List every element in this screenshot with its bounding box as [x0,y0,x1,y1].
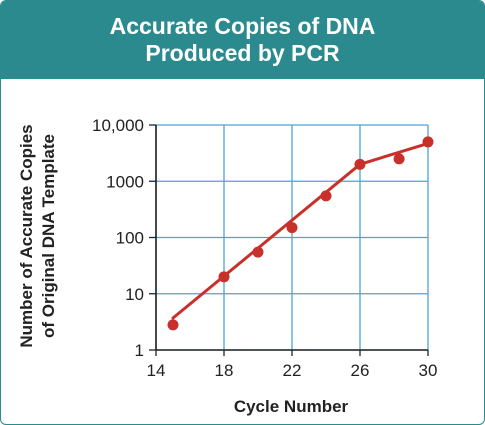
y-tick-label-1: 1 [135,341,144,360]
x-tick-label-22: 22 [283,361,302,380]
series-line-layer [171,141,430,320]
tick-labels-layer: 14 18 22 26 30 1 10 100 1000 10,000 [92,116,437,380]
grid-layer [155,124,429,351]
y-tick-label-10000: 10,000 [92,116,144,135]
series-points-layer [167,136,434,331]
x-tick-label-30: 30 [419,361,438,380]
x-axis-title: Cycle Number [234,397,349,416]
data-point-1 [218,271,230,283]
data-point-0 [167,319,179,331]
axes-layer [149,124,429,356]
chart-title-line-1: Accurate Copies of DNA [109,13,376,39]
x-tick-label-14: 14 [147,361,166,380]
data-point-7 [422,136,434,148]
data-point-2 [252,246,264,258]
data-point-4 [320,190,332,202]
chart-header: Accurate Copies of DNA Produced by PCR [1,1,484,79]
y-axis-title-line-2: of Original DNA Template [39,134,58,338]
y-tick-label-1000: 1000 [106,172,144,191]
data-point-6 [393,153,405,165]
y-tick-label-100: 100 [116,229,144,248]
x-tick-label-26: 26 [351,361,370,380]
y-axis-title-line-1: Number of Accurate Copies [17,124,36,347]
data-point-5 [354,158,366,170]
data-point-3 [286,222,298,234]
trend-line [171,141,430,320]
chart-title-line-2: Produced by PCR [145,40,340,66]
x-tick-label-18: 18 [215,361,234,380]
y-tick-label-10: 10 [125,285,144,304]
